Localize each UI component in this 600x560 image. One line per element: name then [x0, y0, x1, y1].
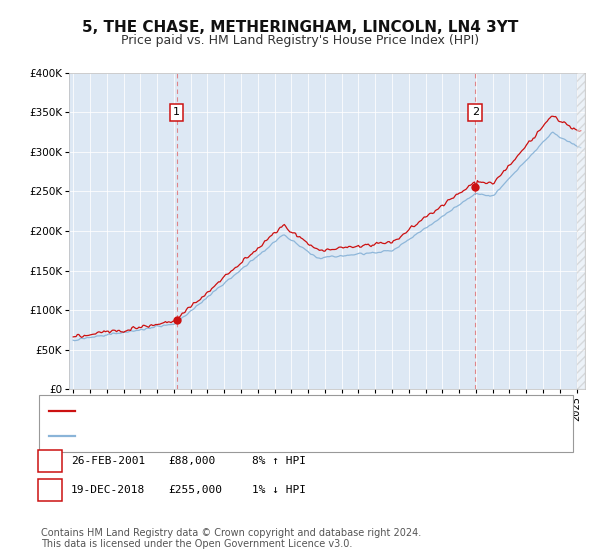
Text: 1% ↓ HPI: 1% ↓ HPI: [252, 485, 306, 495]
Text: £88,000: £88,000: [168, 456, 215, 466]
Text: 5, THE CHASE, METHERINGHAM, LINCOLN, LN4 3YT: 5, THE CHASE, METHERINGHAM, LINCOLN, LN4…: [82, 20, 518, 35]
Text: Contains HM Land Registry data © Crown copyright and database right 2024.
This d: Contains HM Land Registry data © Crown c…: [41, 528, 421, 549]
Text: 5, THE CHASE, METHERINGHAM, LINCOLN, LN4 3YT (detached house): 5, THE CHASE, METHERINGHAM, LINCOLN, LN4…: [79, 406, 467, 416]
Text: 8% ↑ HPI: 8% ↑ HPI: [252, 456, 306, 466]
Text: Price paid vs. HM Land Registry's House Price Index (HPI): Price paid vs. HM Land Registry's House …: [121, 34, 479, 46]
Text: £255,000: £255,000: [168, 485, 222, 495]
Text: 1: 1: [46, 454, 53, 468]
Text: 26-FEB-2001: 26-FEB-2001: [71, 456, 145, 466]
Text: 2: 2: [46, 483, 53, 497]
Text: 19-DEC-2018: 19-DEC-2018: [71, 485, 145, 495]
Text: HPI: Average price, detached house, North Kesteven: HPI: Average price, detached house, Nort…: [79, 431, 371, 441]
Text: 2: 2: [472, 108, 479, 118]
Text: 1: 1: [173, 108, 180, 118]
